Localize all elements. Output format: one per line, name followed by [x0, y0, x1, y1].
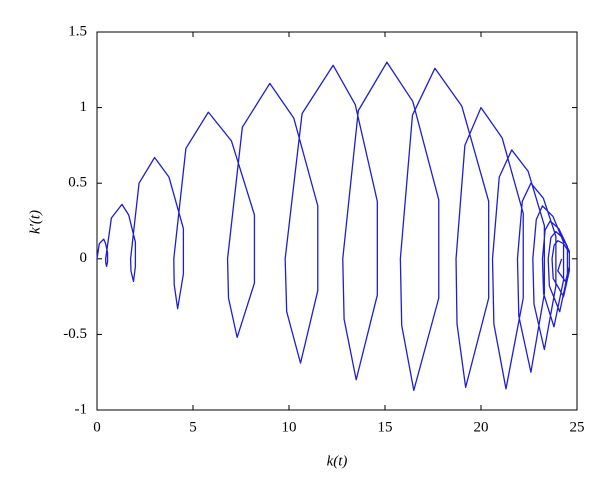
- x-tick-label: 5: [189, 419, 197, 435]
- x-tick-label: 0: [93, 419, 101, 435]
- y-tick-label: 0.5: [68, 175, 87, 191]
- y-tick-label: -0.5: [63, 326, 87, 342]
- x-tick-label: 10: [282, 419, 297, 435]
- y-axis-label: k′(t): [27, 210, 43, 234]
- x-tick-label: 15: [378, 419, 393, 435]
- y-tick-label: 0: [80, 250, 88, 266]
- x-axis-label: k(t): [327, 453, 348, 469]
- curve: [96, 61, 570, 391]
- x-tick-label: 25: [570, 419, 585, 435]
- y-tick-label: 1: [80, 99, 88, 115]
- y-tick-label: -1: [75, 401, 88, 417]
- plot-frame: [96, 31, 578, 411]
- x-tick-label: 20: [474, 419, 489, 435]
- y-tick-label: 1.5: [68, 23, 87, 39]
